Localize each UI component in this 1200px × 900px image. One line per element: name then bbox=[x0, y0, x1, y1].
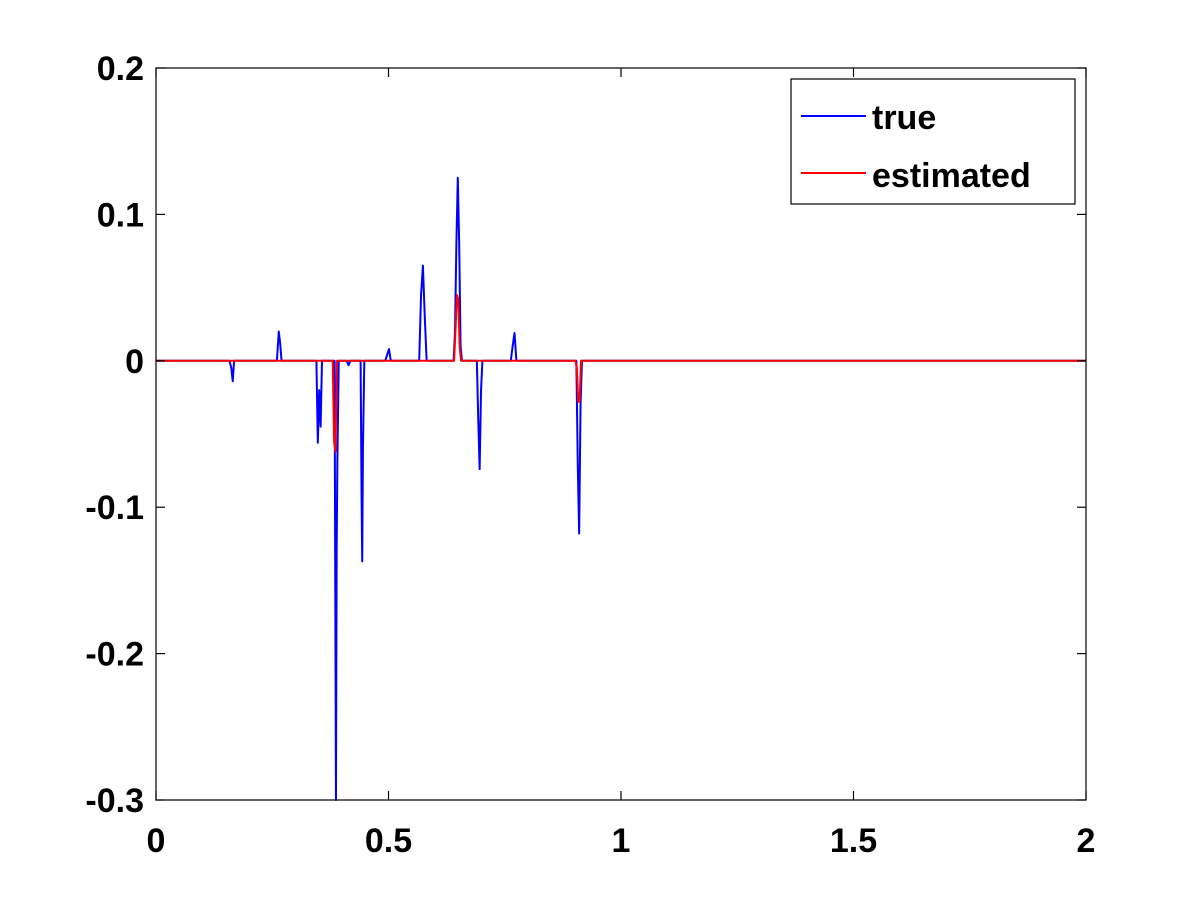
y-tick-label: 0 bbox=[125, 343, 144, 381]
y-tick-label: -0.2 bbox=[85, 636, 144, 674]
x-tick-label: 0 bbox=[147, 822, 166, 860]
series-layer bbox=[156, 176, 1086, 801]
x-tick-label: 1 bbox=[612, 822, 631, 860]
y-tick-label: 0.2 bbox=[97, 50, 144, 88]
legend-box bbox=[790, 78, 1076, 205]
x-tick-label: 2 bbox=[1077, 822, 1096, 860]
y-tick-label: -0.1 bbox=[85, 489, 144, 527]
legend-label-true: true bbox=[872, 99, 936, 137]
y-tick-label: -0.3 bbox=[85, 782, 144, 820]
legend-label-estimated: estimated bbox=[872, 157, 1031, 195]
legend: true estimated bbox=[790, 78, 1076, 205]
y-tick-label: 0.1 bbox=[97, 196, 144, 234]
x-tick-label: 1.5 bbox=[830, 822, 877, 860]
series-line-estimated bbox=[156, 293, 1086, 453]
x-tick-label: 0.5 bbox=[365, 822, 412, 860]
tick-layer: 0 0.5 1 1.5 2 -0.3 -0.2 -0.1 0 0.1 0.2 bbox=[85, 50, 1095, 860]
